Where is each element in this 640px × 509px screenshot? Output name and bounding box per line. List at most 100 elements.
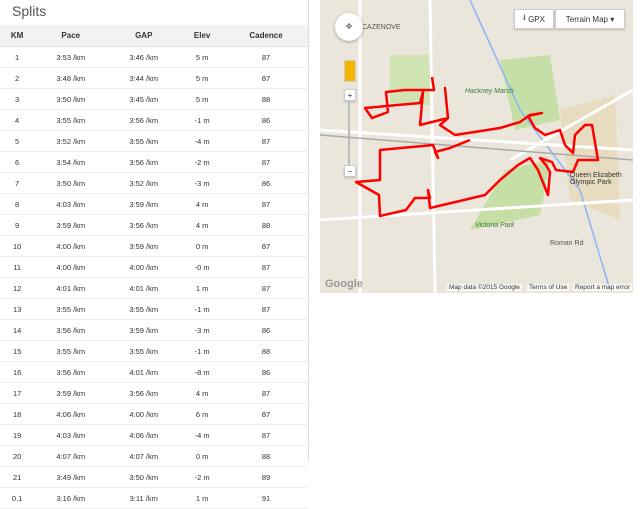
table-row: 11 4:00 /km 4:00 /km -0 m 87 [0,256,308,278]
table-cell: 3:50 /km [34,172,108,194]
table-row: 14 3:56 /km 3:59 /km -3 m 86 [0,319,308,341]
table-cell: 86 [224,319,308,341]
table-cell: 3:56 /km [107,382,181,404]
table-cell: 3:59 /km [34,382,108,404]
map-label: Queen Elizabeth Olympic Park [570,172,622,186]
table-cell: 6 [0,151,35,173]
table-cell: 8 [0,193,35,215]
table-cell: 5 [0,130,35,152]
table-cell: -4 m [180,130,225,152]
table-cell: 6 m [180,403,225,425]
table-row: 16 3:56 /km 4:01 /km -8 m 86 [0,361,308,383]
table-row: 1 3:53 /km 3:46 /km 5 m 87 [0,46,308,68]
table-cell: -1 m [180,109,225,131]
report-error-link[interactable]: Report a map error [573,284,632,291]
table-cell: -2 m [180,466,225,488]
table-cell: 3:55 /km [34,340,108,362]
table-cell: 15 [0,340,35,362]
column-header: Pace [34,25,108,47]
table-cell: 11 [0,256,35,278]
table-cell: 9 [0,214,35,236]
table-cell: 3:50 /km [34,88,108,110]
google-logo: Google [325,278,363,290]
table-cell: 18 [0,403,35,425]
table-cell: 3:55 /km [107,130,181,152]
table-cell: 91 [224,487,308,509]
table-cell: 3:56 /km [107,214,181,236]
table-cell: -2 m [180,151,225,173]
table-cell: 5 m [180,67,225,89]
table-cell: 4:00 /km [34,235,108,257]
zoom-out-button[interactable]: − [344,165,356,177]
table-row: 6 3:54 /km 3:56 /km -2 m 87 [0,151,308,173]
table-row: 15 3:55 /km 3:55 /km -1 m 88 [0,340,308,362]
table-row: 20 4:07 /km 4:07 /km 0 m 88 [0,445,308,467]
table-cell: 3 [0,88,35,110]
table-cell: 87 [224,130,308,152]
table-cell: 3:48 /km [34,67,108,89]
table-cell: 87 [224,298,308,320]
table-cell: 4:03 /km [34,424,108,446]
table-cell: 3:59 /km [107,193,181,215]
column-header: Cadence [224,25,308,47]
table-row: 5 3:52 /km 3:55 /km -4 m 87 [0,130,308,152]
table-cell: 88 [224,88,308,110]
table-cell: 3:53 /km [34,46,108,68]
table-cell: 0 m [180,235,225,257]
table-cell: 87 [224,46,308,68]
table-cell: 87 [224,382,308,404]
table-cell: 1 [0,46,35,68]
zoom-in-button[interactable]: + [344,89,356,101]
table-cell: 3:11 /km [107,487,181,509]
table-cell: -1 m [180,340,225,362]
map-label: Hackney Marsh [465,88,514,95]
table-cell: 3:55 /km [107,340,181,362]
pegman-icon[interactable] [344,60,356,82]
column-header: GAP [107,25,181,47]
table-cell: 3:56 /km [107,151,181,173]
table-cell: 86 [224,109,308,131]
table-cell: 4:06 /km [34,403,108,425]
gpx-download-button[interactable]: ⭳ GPX [514,9,554,29]
table-cell: 12 [0,277,35,299]
table-cell: 20 [0,445,35,467]
table-cell: 3:50 /km [107,466,181,488]
table-cell: 4:07 /km [34,445,108,467]
table-cell: 3:59 /km [107,235,181,257]
table-cell: 3:56 /km [34,361,108,383]
column-header: Elev [180,25,225,47]
table-cell: 3:54 /km [34,151,108,173]
terms-link[interactable]: Terms of Use [527,284,570,291]
pan-control[interactable]: ✥ [335,13,363,41]
table-cell: 87 [224,424,308,446]
table-cell: 4:01 /km [107,277,181,299]
table-cell: 87 [224,256,308,278]
table-cell: 2 [0,67,35,89]
table-row: 13 3:55 /km 3:55 /km -1 m 87 [0,298,308,320]
table-cell: 3:45 /km [107,88,181,110]
zoom-slider[interactable] [348,100,350,165]
table-cell: 87 [224,403,308,425]
route-map[interactable]: CAZENOVE Hackney Marsh Victoria Park Que… [320,0,633,293]
download-icon: ⭳ [523,13,529,22]
table-row: 9 3:59 /km 3:56 /km 4 m 88 [0,214,308,236]
table-cell: 4:00 /km [107,403,181,425]
table-cell: 4:00 /km [107,256,181,278]
table-cell: 3:16 /km [34,487,108,509]
table-cell: 17 [0,382,35,404]
table-cell: 4:00 /km [34,256,108,278]
map-label: Victoria Park [475,222,515,229]
table-row: 21 3:49 /km 3:50 /km -2 m 89 [0,466,308,488]
map-label: Roman Rd [550,240,584,247]
table-cell: 21 [0,466,35,488]
table-row: 3 3:50 /km 3:45 /km 5 m 88 [0,88,308,110]
table-cell: 3:55 /km [34,109,108,131]
map-attribution: Map data ©2015 Google [447,284,522,291]
table-cell: -0 m [180,256,225,278]
table-cell: 4 m [180,193,225,215]
table-row: 2 3:48 /km 3:44 /km 5 m 87 [0,67,308,89]
table-cell: -3 m [180,172,225,194]
map-type-dropdown[interactable]: Terrain Map ▾ [555,9,625,29]
table-cell: 3:59 /km [107,319,181,341]
table-cell: 7 [0,172,35,194]
